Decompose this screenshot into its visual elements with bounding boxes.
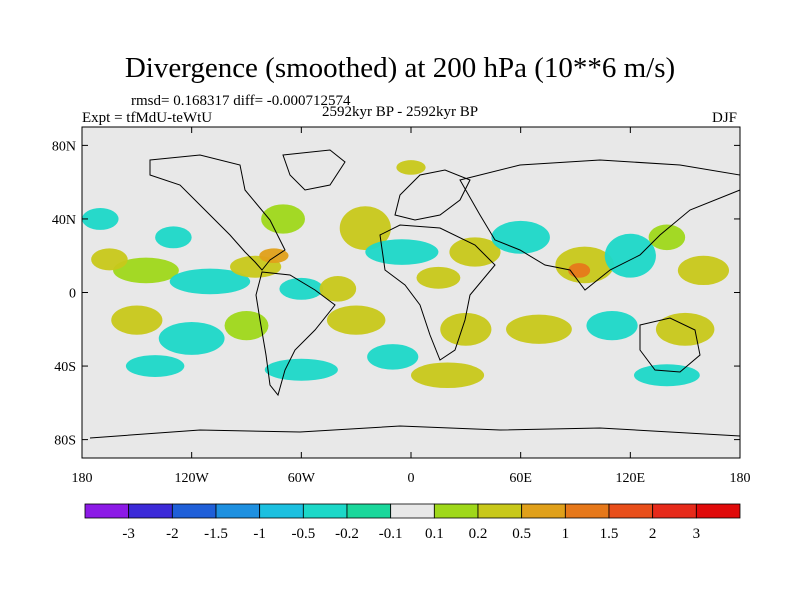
period-label: 2592kyr BP - 2592kyr BP xyxy=(322,104,479,120)
lat-label: 0 xyxy=(69,287,76,302)
lon-label: 0 xyxy=(408,471,415,486)
field-region xyxy=(113,257,179,284)
field-region xyxy=(411,362,485,389)
season-label: DJF xyxy=(712,110,738,126)
lat-label: 40S xyxy=(54,360,76,375)
field-region xyxy=(604,233,656,278)
coastline-africa xyxy=(379,224,496,361)
field-region xyxy=(155,226,192,249)
colorbar-swatch xyxy=(259,503,304,519)
colorbar-label: -0.1 xyxy=(379,526,403,542)
field-region xyxy=(365,239,439,265)
field-region xyxy=(169,268,251,295)
field-region xyxy=(82,207,119,230)
field-region xyxy=(633,364,700,387)
colorbar-swatch xyxy=(564,503,610,519)
field-region xyxy=(677,255,730,286)
field-region xyxy=(158,322,225,355)
colorbar-label: 0.2 xyxy=(469,526,488,542)
colorbar-swatch xyxy=(128,503,173,519)
colorbar-label: -2 xyxy=(166,526,179,542)
field-region xyxy=(279,277,324,300)
colorbar-label: -0.5 xyxy=(291,526,315,542)
colorbar-label: 0.1 xyxy=(425,526,444,542)
colorbar-label: 2 xyxy=(649,526,657,542)
colorbar-swatch xyxy=(84,503,130,519)
colorbar-label: -0.2 xyxy=(335,526,359,542)
colorbar-label: -1 xyxy=(253,526,266,542)
coastline-south-america xyxy=(255,271,336,397)
field-region xyxy=(568,263,591,278)
colorbar-swatch xyxy=(652,503,697,519)
field-region xyxy=(326,305,386,335)
lat-label: 40N xyxy=(52,213,76,228)
field-region xyxy=(125,355,185,378)
colorbar-label: 3 xyxy=(693,526,701,542)
lon-label: 120E xyxy=(616,471,646,486)
field-region xyxy=(319,276,357,302)
lat-label: 80S xyxy=(54,434,76,449)
colorbar-swatch xyxy=(695,503,741,519)
field-region xyxy=(440,312,492,346)
lon-label: 60W xyxy=(288,471,316,486)
plot-title: Divergence (smoothed) at 200 hPa (10**6 … xyxy=(124,52,676,84)
coastline-australia xyxy=(639,317,701,373)
field-region xyxy=(491,220,550,254)
field-region xyxy=(261,204,305,234)
coastline-europe xyxy=(394,169,471,221)
field-region xyxy=(339,206,391,251)
colorbar-label: 1.5 xyxy=(600,526,619,542)
field-region xyxy=(506,314,572,344)
lon-label: 120W xyxy=(175,471,210,486)
field-region xyxy=(396,160,426,175)
colorbar-swatch xyxy=(390,503,435,519)
lon-label: 180 xyxy=(72,471,93,486)
experiment-label: Expt = tfMdU-teWtU xyxy=(82,110,213,126)
colorbar-swatch xyxy=(433,503,479,519)
colorbar-swatch xyxy=(215,503,261,519)
colorbar-label: 0.5 xyxy=(512,526,531,542)
colorbar-swatch xyxy=(171,503,217,519)
field-region xyxy=(264,358,338,381)
field-region xyxy=(224,310,269,341)
colorbar-swatch xyxy=(302,503,348,519)
field-region xyxy=(586,310,638,341)
lat-label: 80N xyxy=(52,139,76,154)
colorbar-swatch xyxy=(477,503,523,519)
colorbar-swatch xyxy=(608,503,654,519)
field-region xyxy=(449,237,501,267)
colorbar-label: 1 xyxy=(562,526,570,542)
field-region xyxy=(367,344,419,370)
field-region xyxy=(416,266,461,289)
colorbar-label: -1.5 xyxy=(204,526,228,542)
field-region xyxy=(111,305,163,335)
colorbar-swatch xyxy=(521,503,566,519)
colorbar-label: -3 xyxy=(122,526,135,542)
field-region xyxy=(91,248,128,271)
coastline-asia xyxy=(459,159,741,291)
coastline-antarctica xyxy=(89,425,741,439)
coastline-north-america xyxy=(149,154,286,271)
field-region xyxy=(655,312,715,346)
lon-label: 180 xyxy=(730,471,751,486)
lon-label: 60E xyxy=(509,471,532,486)
colorbar-swatch xyxy=(346,503,392,519)
coastlines xyxy=(89,149,741,439)
coastline-greenland xyxy=(282,149,346,191)
stats-label: rmsd= 0.168317 diff= -0.000712574 xyxy=(131,93,351,109)
field-region xyxy=(648,224,686,251)
